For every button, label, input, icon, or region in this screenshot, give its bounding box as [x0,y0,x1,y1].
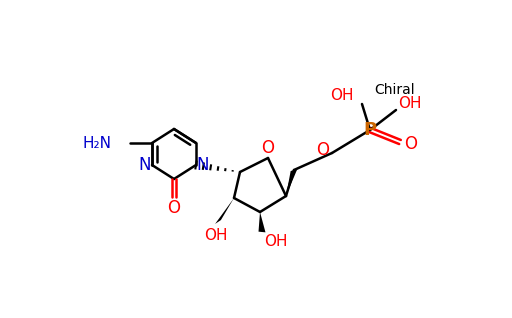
Text: N: N [139,156,151,174]
Text: O: O [262,139,274,157]
Text: OH: OH [398,96,422,112]
Text: H₂N: H₂N [83,135,112,150]
Text: P: P [364,121,376,139]
Polygon shape [259,212,266,232]
Polygon shape [286,169,297,196]
Text: OH: OH [204,227,228,243]
Text: Chiral: Chiral [375,83,415,97]
Text: O: O [167,199,181,217]
Text: O: O [404,135,417,153]
Text: OH: OH [264,234,288,250]
Text: OH: OH [331,87,354,102]
Text: O: O [316,141,330,159]
Text: N: N [197,156,209,174]
Polygon shape [215,198,234,224]
